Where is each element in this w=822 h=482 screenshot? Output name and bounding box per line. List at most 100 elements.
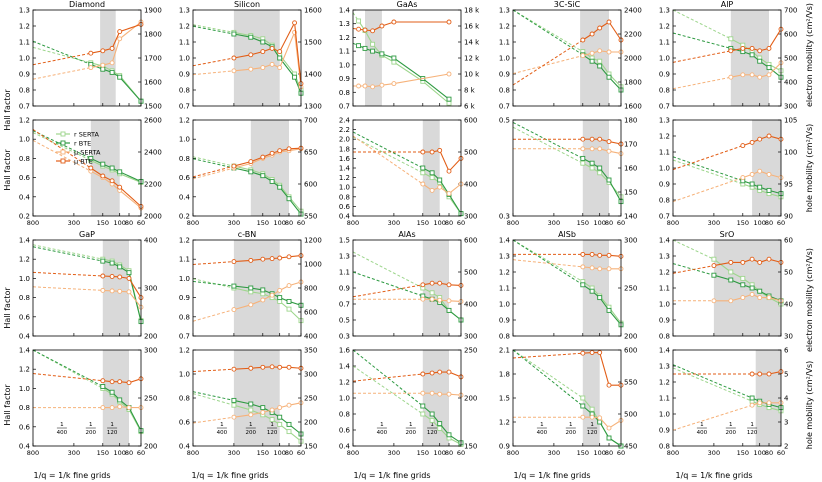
point-mu_serta	[606, 148, 612, 154]
series-extrapolation-mu_bte	[512, 352, 583, 359]
right-tick-label: 250	[624, 285, 637, 293]
point-mu_bte	[606, 252, 612, 258]
left-tick-label: 0.2	[179, 213, 190, 221]
left-tick-label: 1.4	[339, 165, 351, 173]
point-r_bte	[606, 307, 612, 313]
left-tick-label: 1.2	[339, 34, 350, 42]
point-r_bte	[100, 384, 106, 389]
shaded-region	[582, 350, 600, 446]
point-mu_bte	[109, 274, 115, 279]
left-tick-label: 1.3	[339, 20, 350, 28]
left-tick-label: 1.3	[19, 7, 30, 15]
shaded-region	[730, 10, 770, 106]
right-tick-label: 1600	[624, 103, 642, 111]
point-mu_serta	[580, 264, 586, 270]
point-r_bte	[277, 184, 283, 190]
point-mu_bte	[589, 136, 595, 142]
point-r_serta	[429, 290, 435, 296]
shaded-region	[422, 240, 450, 336]
left-tick-label: 1.4	[659, 347, 671, 355]
point-mu_serta	[437, 184, 443, 190]
panel-7: 0.2 0.4 0.6 0.8 1.0 1.2 550 600 650 700 800 300 150 1…	[179, 117, 318, 228]
left-label-row2: Hall factor	[3, 149, 12, 191]
right-tick-label: 140	[624, 213, 637, 221]
bottom-tick-label: 300	[228, 219, 240, 227]
series-extrapolation-mu_bte	[352, 28, 359, 30]
shaded-region	[752, 120, 781, 216]
point-mu_bte	[362, 27, 368, 33]
right-tick-label: 250	[304, 395, 317, 403]
sub-tick-num: 1	[249, 422, 253, 428]
left-tick-label: 1.2	[179, 237, 190, 245]
point-r_bte	[370, 48, 376, 54]
left-tick-label: 1.2	[179, 117, 190, 125]
point-r_bte	[109, 165, 115, 171]
left-tick-label: 0.9	[339, 75, 350, 83]
point-r_bte	[589, 58, 595, 64]
point-r_bte	[362, 45, 368, 51]
point-mu_serta	[370, 84, 376, 90]
panel-14: AlSb 0.8 0.9 1.0 1.1 1.2 1.3 1.4 200 250 300	[499, 230, 638, 341]
point-r_bte	[749, 285, 755, 291]
bottom-tick-label: 60	[617, 449, 625, 457]
point-mu_bte	[437, 369, 443, 375]
bottom-tick-label: 80	[765, 219, 773, 227]
point-mu_bte	[757, 48, 763, 54]
panel-frame	[512, 349, 622, 447]
point-mu_bte	[740, 259, 746, 265]
point-mu_serta	[446, 391, 452, 397]
series-extrapolation-r_serta	[192, 393, 235, 406]
right-tick-label: 6 k	[464, 103, 476, 111]
bottom-tick-label: 150	[417, 449, 429, 457]
bottom-tick-label: 100	[593, 219, 605, 227]
point-mu_bte	[420, 282, 426, 288]
point-mu_serta	[248, 302, 254, 308]
point-r_bte	[580, 403, 586, 409]
sub-tick-den: 400	[697, 430, 708, 436]
left-tick-label: 1.2	[659, 269, 670, 277]
panel-4: 3C-SiC 0.7 0.8 0.9 1.0 1.1 1.2 1.3 1600 1800 2000 2…	[499, 0, 642, 111]
left-tick-label: 0.8	[659, 87, 670, 95]
right-tick-label: 1000	[304, 261, 322, 269]
bottom-tick-label: 300	[548, 449, 560, 457]
sub-tick-num: 1	[270, 422, 274, 428]
point-mu_serta	[277, 287, 283, 293]
point-r_serta	[429, 417, 435, 423]
right-tick-label: 500	[464, 269, 477, 277]
point-r_bte	[766, 187, 772, 193]
bottom-tick-label: 150	[97, 219, 109, 227]
point-mu_serta	[117, 36, 123, 42]
bottom-tick-label: 60	[297, 449, 305, 457]
right-tick-label: 200	[144, 333, 157, 341]
point-mu_bte	[757, 136, 763, 142]
right-tick-label: 16 k	[464, 23, 480, 31]
point-mu_serta	[429, 296, 435, 302]
point-r_bte	[749, 52, 755, 58]
point-mu_bte	[749, 45, 755, 51]
point-mu_bte	[766, 256, 772, 262]
left-tick-label: 0.4	[19, 333, 31, 341]
point-mu_bte	[711, 263, 717, 269]
point-r_bte	[606, 74, 612, 80]
bottom-tick-label: 100	[433, 449, 445, 457]
series-extrapolation-mu_serta	[192, 167, 235, 180]
right-tick-label: 1300	[304, 103, 322, 111]
point-mu_bte	[429, 280, 435, 286]
point-r_bte	[117, 74, 123, 80]
point-mu_serta	[260, 409, 266, 415]
point-mu_bte	[277, 148, 283, 154]
left-tick-label: 0.8	[339, 89, 350, 97]
point-mu_serta	[597, 415, 603, 421]
right-tick-label: 1600	[144, 79, 162, 87]
point-mu_serta	[391, 81, 397, 87]
point-mu_serta	[589, 265, 595, 271]
point-mu_serta	[749, 171, 755, 177]
point-r_serta	[589, 165, 595, 171]
left-tick-label: 0.9	[499, 71, 510, 79]
series-extrapolation-mu_bte	[32, 271, 103, 277]
left-tick-label: 0.4	[339, 443, 351, 451]
point-mu_bte	[606, 382, 612, 388]
panel-title: Diamond	[69, 0, 105, 9]
point-mu_bte	[597, 136, 603, 142]
point-mu_bte	[589, 31, 595, 37]
